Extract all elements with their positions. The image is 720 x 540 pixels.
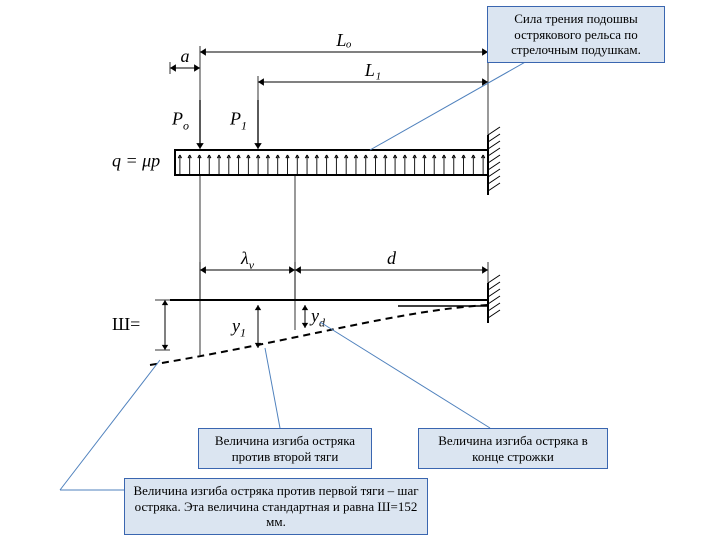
callout-friction-force: Сила трения подошвы острякового рельса п…	[487, 6, 665, 63]
callout-bend-second: Величина изгиба остряка против второй тя…	[198, 428, 372, 469]
svg-text:L₁: L₁	[364, 60, 381, 80]
svg-text:Lₒ: Lₒ	[335, 30, 351, 50]
svg-text:λv: λv	[240, 248, 255, 272]
callout-text: Величина изгиба остряка в конце строжки	[438, 433, 588, 464]
svg-text:yd: yd	[309, 306, 326, 330]
svg-text:Ш=: Ш=	[112, 314, 140, 334]
svg-text:P1: P1	[229, 109, 247, 133]
svg-text:d: d	[387, 248, 397, 268]
callout-bend-first: Величина изгиба остряка против первой тя…	[124, 478, 428, 535]
callout-text: Сила трения подошвы острякового рельса п…	[511, 11, 641, 57]
callout-bend-end: Величина изгиба остряка в конце строжки	[418, 428, 608, 469]
svg-text:y1: y1	[230, 316, 246, 340]
svg-text:Po: Po	[171, 109, 189, 133]
callout-text: Величина изгиба остряка против первой тя…	[133, 483, 418, 529]
svg-text:q = μp: q = μp	[112, 151, 160, 171]
svg-text:a: a	[181, 46, 190, 66]
callout-text: Величина изгиба остряка против второй тя…	[215, 433, 355, 464]
